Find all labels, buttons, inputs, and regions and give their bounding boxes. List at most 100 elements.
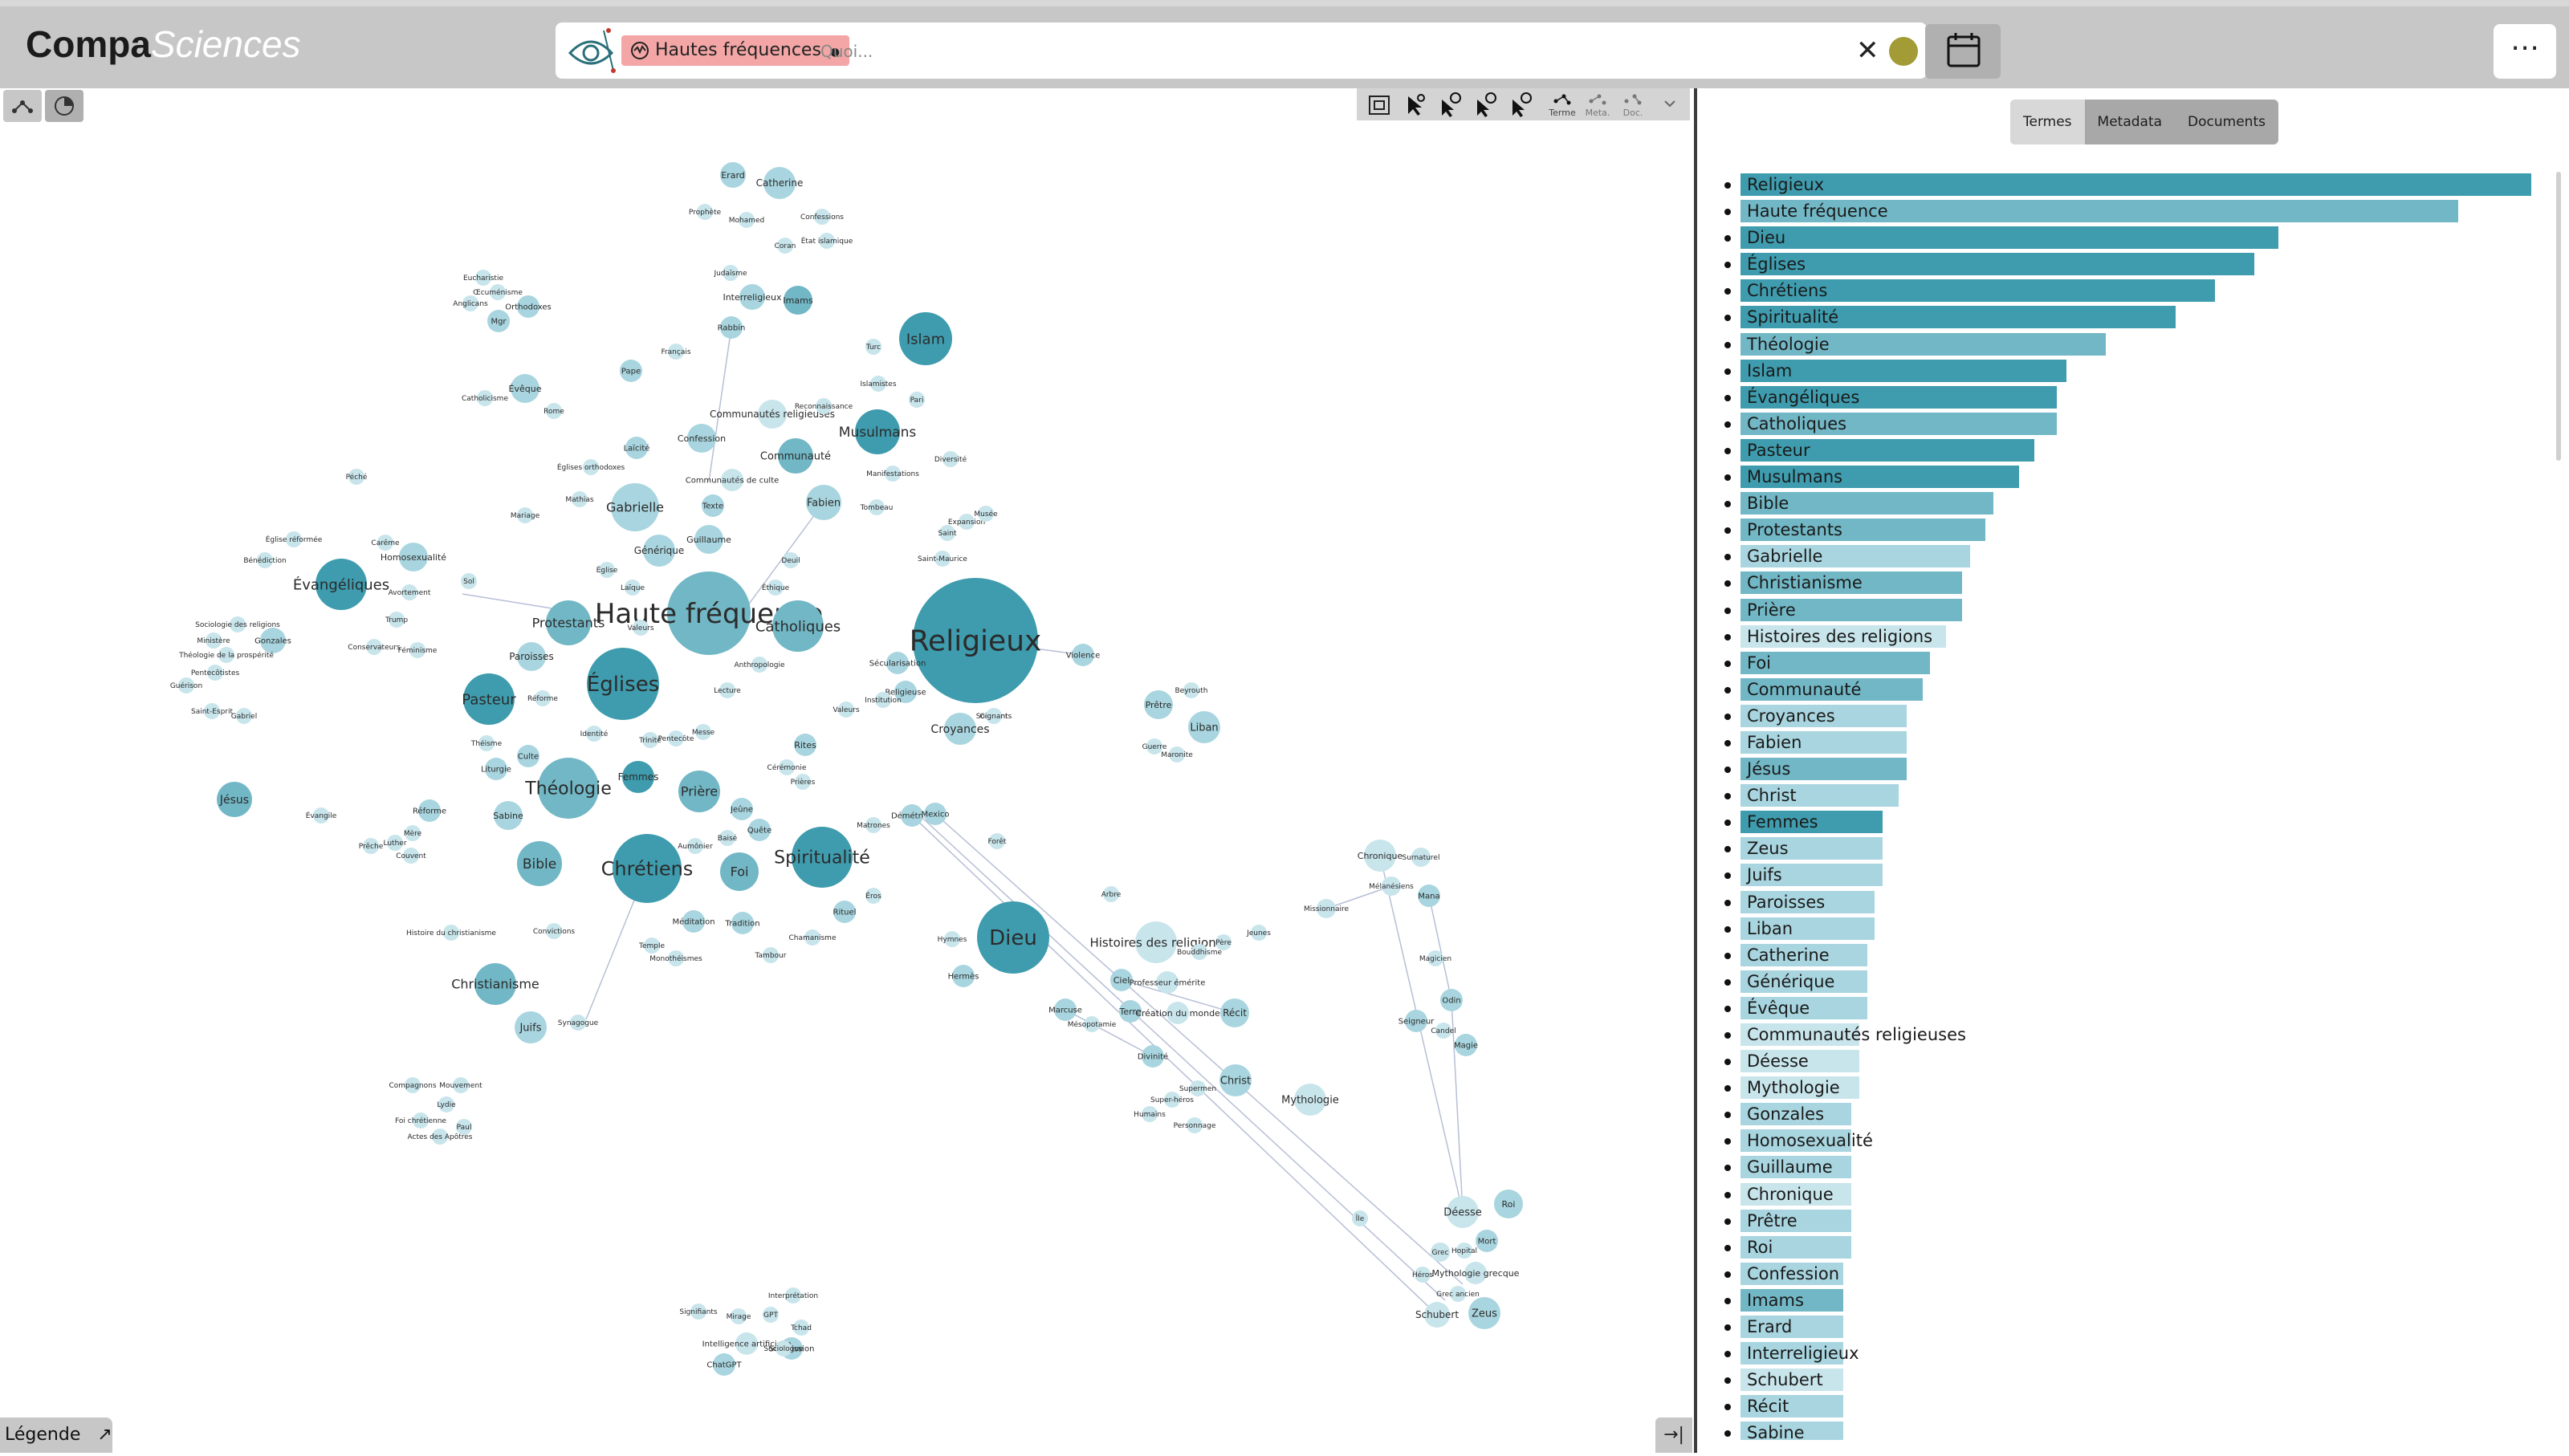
graph-node[interactable] [517,745,539,767]
graph-node[interactable] [784,286,812,315]
term-bar[interactable] [1740,519,1986,542]
graph-node[interactable] [1103,886,1119,902]
term-row[interactable]: Prêtre [1718,1208,2537,1234]
graph-node[interactable] [816,398,832,414]
graph-node[interactable] [721,469,743,491]
graph-node[interactable] [1317,899,1336,918]
term-bar[interactable] [1740,200,2459,223]
graph-node[interactable] [720,852,759,891]
panel-divider[interactable] [1694,88,1697,1453]
term-row[interactable]: Chrétiens [1718,278,2537,304]
term-bar[interactable] [1740,624,1947,648]
graph-node[interactable] [363,838,379,854]
graph-node[interactable] [751,657,767,673]
graph-node[interactable] [978,506,994,522]
graph-node[interactable] [1219,1064,1252,1096]
term-bar[interactable] [1740,492,1994,515]
graph-node[interactable] [490,284,506,300]
graph-node[interactable] [1411,848,1431,867]
filter-chip[interactable]: Hautes fréquences ● [621,35,850,66]
term-row[interactable]: Évêque [1718,995,2537,1022]
graph-node[interactable] [682,910,705,933]
graph-node[interactable] [1187,1117,1203,1133]
term-row[interactable]: Générique [1718,969,2537,995]
term-bar[interactable] [1740,332,2107,356]
graph-node[interactable] [1142,1045,1164,1068]
graph-node[interactable] [413,1112,429,1129]
graph-node[interactable] [477,390,493,406]
graph-node[interactable] [377,535,393,551]
graph-node[interactable] [713,1353,735,1376]
graph-node[interactable] [1435,1023,1451,1039]
graph-node[interactable] [833,901,856,923]
graph-node[interactable] [204,703,220,719]
graph-node[interactable] [697,204,713,220]
graph-node[interactable] [535,690,551,706]
term-row[interactable]: Fabien [1718,730,2537,756]
graph-node[interactable] [313,807,329,824]
term-row[interactable]: Haute fréquence [1718,198,2537,225]
graph-node[interactable] [687,424,716,453]
graph-node[interactable] [886,652,909,674]
term-row[interactable]: Homosexualité [1718,1128,2537,1154]
more-options-button[interactable]: ⋯ [2494,24,2556,79]
metadata-layer-icon[interactable] [1582,90,1614,120]
graph-node[interactable] [236,708,252,724]
select-pointer-icon[interactable] [1398,90,1431,120]
graph-node[interactable] [719,682,735,698]
graph-node[interactable] [855,409,900,454]
graph-node[interactable] [401,584,417,600]
graph-node[interactable] [572,491,588,507]
term-row[interactable]: Gonzales [1718,1101,2537,1128]
term-bar[interactable] [1740,1288,1844,1312]
graph-canvas[interactable]: Religieux Haute fréquence Églises Dieu Chrét… [0,88,1694,1453]
term-row[interactable]: Histoires des religions [1718,624,2537,650]
term-row[interactable]: Gabrielle [1718,543,2537,570]
graph-node[interactable] [777,238,793,254]
terms-layer-icon[interactable] [1546,90,1578,120]
graph-node[interactable] [758,400,787,429]
term-row[interactable]: Mythologie [1718,1075,2537,1101]
term-row[interactable]: Guillaume [1718,1154,2537,1181]
calendar-button[interactable] [1925,24,2001,79]
graph-node[interactable] [453,1077,469,1093]
graph-node[interactable] [474,963,516,1005]
term-bar[interactable] [1740,1421,1844,1440]
term-row[interactable]: Chronique [1718,1181,2537,1208]
graph-node[interactable] [690,1303,706,1320]
zoom-out-pointer-icon[interactable] [1469,90,1501,120]
graph-node[interactable] [1166,1002,1189,1024]
graph-node[interactable] [1110,969,1133,991]
graph-node[interactable] [613,834,682,903]
graph-node[interactable] [1468,1297,1500,1329]
graph-node[interactable] [517,841,562,886]
graph-node[interactable] [583,459,599,475]
graph-node[interactable] [731,798,753,820]
graph-node[interactable] [1164,1092,1180,1108]
graph-node[interactable] [795,774,811,790]
term-row[interactable]: Protestants [1718,517,2537,543]
graph-node[interactable] [869,499,885,515]
graph-node[interactable] [1494,1190,1523,1218]
graph-node[interactable] [461,573,477,589]
graph-node[interactable] [1427,950,1443,966]
tab-metadata[interactable]: Metadata [2097,114,2163,130]
graph-node[interactable] [989,833,1005,849]
graph-node[interactable] [687,838,703,854]
graph-node[interactable] [1054,998,1077,1021]
term-row[interactable]: Évangéliques [1718,384,2537,411]
clear-search-icon[interactable]: ✕ [1856,35,1879,67]
graph-node[interactable] [389,612,405,628]
term-bar[interactable] [1740,1369,1844,1392]
graph-node[interactable] [1431,1242,1450,1262]
graph-node[interactable] [792,827,853,888]
graph-node[interactable] [494,801,523,830]
graph-node[interactable] [586,726,602,742]
graph-node[interactable] [587,648,659,720]
graph-node[interactable] [1215,934,1232,950]
graph-node[interactable] [702,494,724,517]
tab-terms[interactable]: Termes [2010,100,2085,144]
graph-node[interactable] [1476,1230,1498,1252]
graph-node[interactable] [633,620,649,636]
documents-layer-icon[interactable] [1617,90,1649,120]
